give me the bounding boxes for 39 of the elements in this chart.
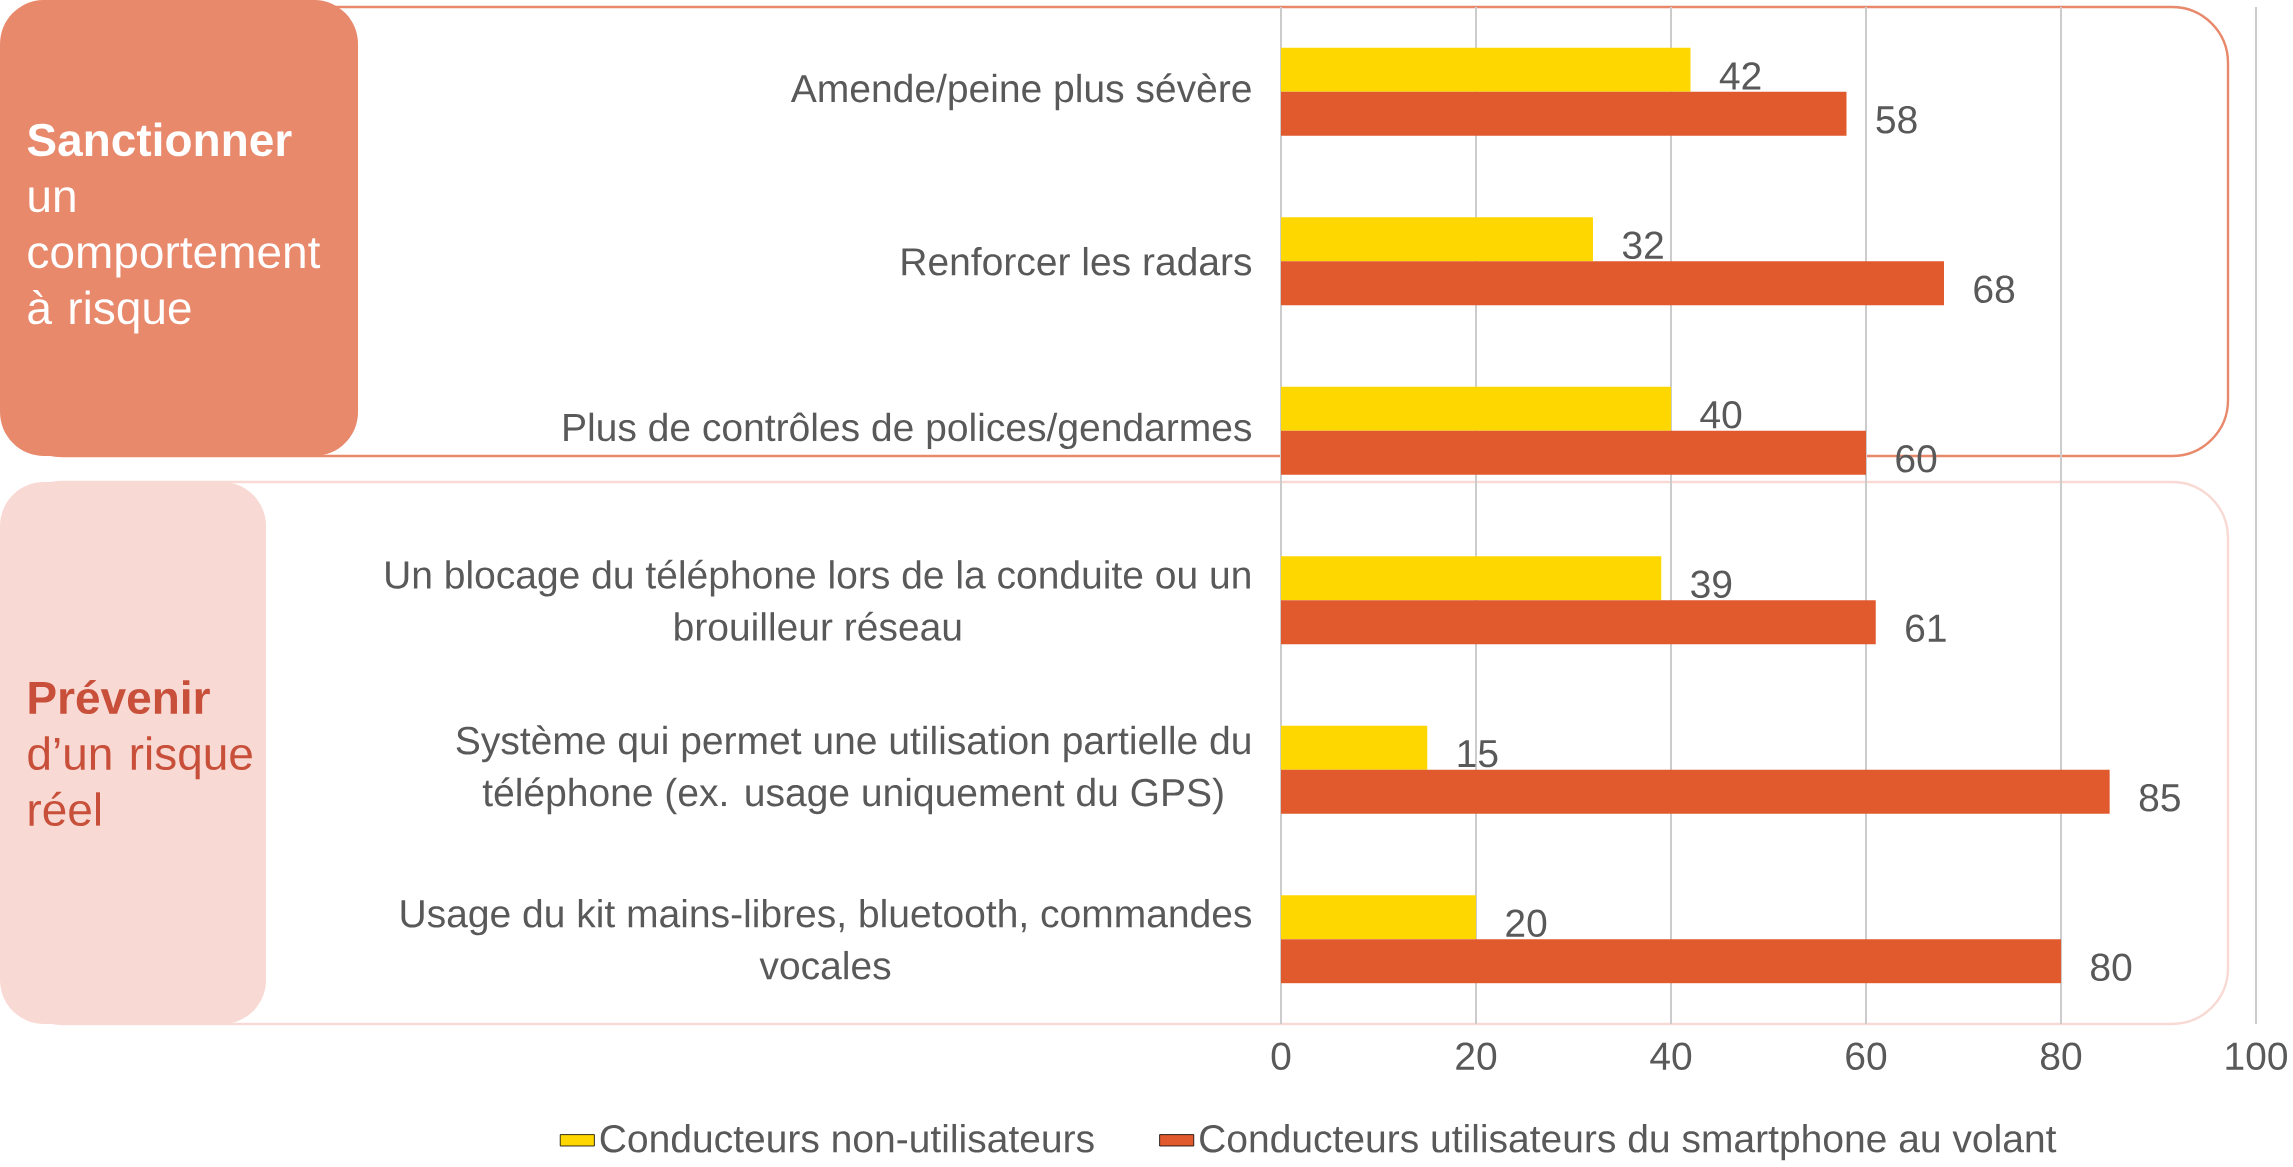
bar bbox=[1281, 91, 1847, 136]
legend-label: Conducteurs non-utilisateurs bbox=[600, 1123, 1094, 1153]
y-tick-label: Plus de contrôles de polices/gendarmes bbox=[564, 412, 1252, 449]
data-label: 68 bbox=[1974, 275, 2015, 304]
bar bbox=[1281, 217, 1593, 262]
bar bbox=[1281, 769, 2110, 814]
data-label: 40 bbox=[1700, 400, 1742, 429]
data-label: 58 bbox=[1876, 105, 1917, 134]
data-label: 15 bbox=[1458, 740, 1498, 768]
data-label: 85 bbox=[2139, 783, 2180, 812]
bar bbox=[1281, 939, 2061, 984]
legend-label: Conducteurs utilisateurs du smartphone au volant bbox=[1200, 1123, 2057, 1161]
text: Sanctionner un comportement à risque bbox=[27, 122, 321, 334]
bar bbox=[1281, 430, 1866, 475]
x-tick-label: 20 bbox=[1456, 1042, 1497, 1071]
x-tick-label: 100 bbox=[2226, 1042, 2287, 1071]
y-tick-label: Renforcer les radars bbox=[902, 246, 1252, 276]
y-tick-label: Système qui permet une utilisation partielle du téléphone (ex. usage uniquement du GPS) bbox=[456, 725, 1250, 815]
data-label: 39 bbox=[1691, 570, 1732, 599]
bar bbox=[1281, 47, 1691, 92]
data-label: 20 bbox=[1506, 909, 1547, 938]
bar bbox=[1281, 895, 1476, 940]
bar bbox=[1281, 261, 1944, 306]
x-tick-label: 0 bbox=[1271, 1042, 1291, 1071]
bar bbox=[1281, 556, 1662, 601]
data-label: 61 bbox=[1906, 614, 1946, 643]
bar bbox=[1281, 725, 1428, 770]
x-tick-label: 80 bbox=[2041, 1042, 2082, 1071]
data-label: 32 bbox=[1622, 231, 1663, 260]
data-label: 42 bbox=[1719, 62, 1761, 90]
y-tick-label: Usage du kit mains-libres, bluetooth, commandes vocales bbox=[401, 898, 1252, 980]
x-tick-label: 60 bbox=[1846, 1042, 1887, 1071]
text: Prévenir d’un risque réel bbox=[28, 679, 252, 827]
bar bbox=[1281, 600, 1876, 645]
y-tick-label: Un blocage du téléphone lors de la conduite ou un brouilleur réseau bbox=[386, 559, 1250, 641]
data-label: 80 bbox=[2091, 953, 2132, 982]
x-tick-label: 40 bbox=[1650, 1042, 1692, 1071]
y-tick-label: Amende/peine plus sévère bbox=[790, 73, 1251, 111]
bar bbox=[1281, 386, 1671, 431]
